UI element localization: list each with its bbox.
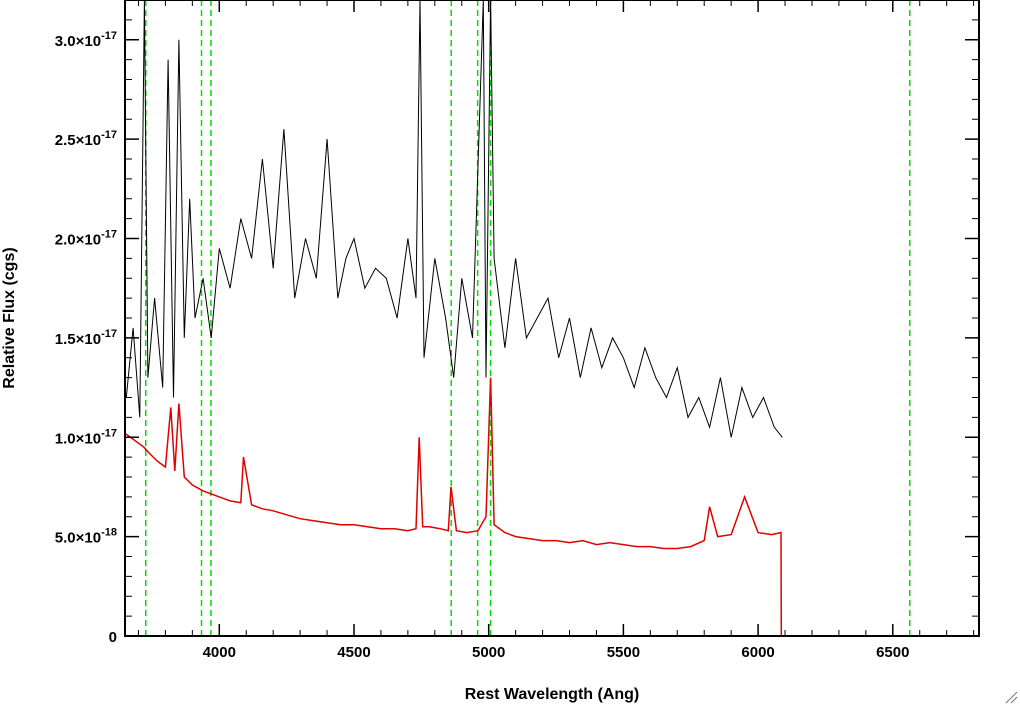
x-tick-label-1: 4500 — [337, 644, 370, 661]
y-tick-label-5: 2.5×10-17 — [55, 129, 117, 149]
x-tick-label-0: 4000 — [203, 644, 236, 661]
y-tick-label-1: 5.0×10-18 — [55, 527, 117, 547]
series-line-0 — [125, 0, 783, 438]
resize-grip-icon[interactable] — [1004, 690, 1018, 704]
y-tick-label-0: 0 — [109, 629, 117, 646]
x-axis-label: Rest Wavelength (Ang) — [465, 686, 640, 703]
y-tick-label-2: 1.0×10-17 — [55, 427, 117, 447]
x-tick-label-5: 6500 — [876, 644, 909, 661]
x-tick-label-3: 5500 — [607, 644, 640, 661]
x-tick-label-4: 6000 — [741, 644, 774, 661]
plot-lines — [124, 0, 979, 637]
x-tick-label-2: 5000 — [472, 644, 505, 661]
axis-ticks: 4000 4500 5000 5500 6000 6500 0 5.0×10-18 1.0×10… — [55, 0, 979, 661]
y-tick-label-4: 2.0×10-17 — [55, 229, 117, 249]
series-line-1 — [124, 377, 979, 637]
y-tick-label-3: 1.5×10-17 — [55, 328, 117, 348]
y-tick-label-6: 3.0×10-17 — [55, 30, 117, 50]
y-axis-label: Relative Flux (cgs) — [1, 247, 18, 388]
